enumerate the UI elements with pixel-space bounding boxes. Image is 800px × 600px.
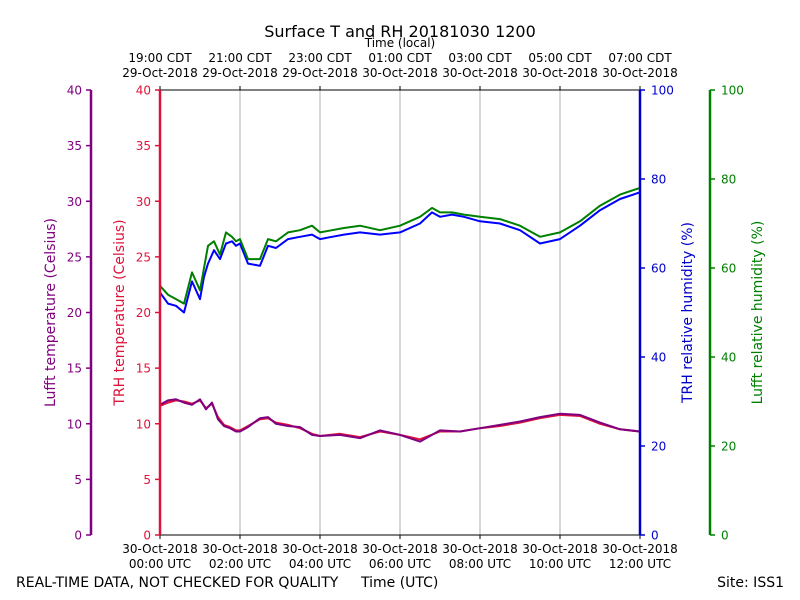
lufft-temperature-tick-label: 30: [67, 195, 82, 209]
series-line-trh-rh: [159, 191, 641, 314]
x-tick-label-local-time: 21:00 CDT: [208, 51, 272, 65]
x-tick-label-utc-date: 30-Oct-2018: [442, 542, 518, 556]
lufft-temperature-tick-label: 20: [67, 306, 82, 320]
x-tick-label-local-date: 30-Oct-2018: [362, 66, 438, 80]
chart-title: Surface T and RH 20181030 1200: [264, 22, 536, 41]
y-axes: 0 5 10 15 20 25 30 35 40 Lufft temperature (Celsi…: [43, 84, 766, 543]
trh-temperature-tick-label: 20: [136, 306, 151, 320]
x-tick-label-utc-date: 30-Oct-2018: [122, 542, 198, 556]
x-tick-label-utc-time: 06:00 UTC: [369, 557, 431, 571]
x-tick-label-local-time: 23:00 CDT: [288, 51, 352, 65]
x-tick-label-utc-time: 04:00 UTC: [289, 557, 351, 571]
trh-temperature-tick-label: 15: [136, 362, 151, 376]
x-tick-label-local-time: 07:00 CDT: [608, 51, 672, 65]
grid-lines: [239, 90, 561, 535]
x-tick-label-utc-time: 10:00 UTC: [529, 557, 591, 571]
site-label: Site: ISS1: [717, 575, 784, 591]
trh-humidity-tick-label: 20: [651, 440, 666, 454]
x-tick-label-utc-date: 30-Oct-2018: [522, 542, 598, 556]
trh-temperature-tick-label: 25: [136, 250, 151, 264]
x-tick-label-utc-time: 08:00 UTC: [449, 557, 511, 571]
lufft-temperature-axis-label: Lufft temperature (Celsius): [43, 218, 59, 407]
quality-note: REAL-TIME DATA, NOT CHECKED FOR QUALITY: [16, 575, 339, 591]
x-tick-label-local-time: 05:00 CDT: [528, 51, 592, 65]
lufft-temperature-tick-label: 40: [67, 84, 82, 98]
lufft-humidity-tick-label: 80: [721, 173, 736, 187]
x-tick-label-local-date: 30-Oct-2018: [522, 66, 598, 80]
series-lines: [159, 186, 641, 443]
x-tick-label-utc-time: 02:00 UTC: [209, 557, 271, 571]
x-tick-label-utc-time: 12:00 UTC: [609, 557, 671, 571]
lufft-humidity-tick-label: 40: [721, 351, 736, 365]
trh-temperature-tick-label: 0: [143, 529, 151, 543]
lufft-temperature-tick-label: 35: [67, 139, 82, 153]
x-tick-label-local-time: 03:00 CDT: [448, 51, 512, 65]
lufft-temperature-tick-label: 10: [67, 417, 82, 431]
trh-temperature-tick-label: 5: [143, 473, 151, 487]
lufft-humidity-tick-label: 20: [721, 440, 736, 454]
lufft-humidity-tick-label: 0: [721, 529, 729, 543]
trh-humidity-tick-label: 0: [651, 529, 659, 543]
x-tick-label-utc-date: 30-Oct-2018: [602, 542, 678, 556]
x-tick-label-utc-date: 30-Oct-2018: [282, 542, 358, 556]
x-tick-label-local-date: 30-Oct-2018: [602, 66, 678, 80]
lufft-temperature-tick-label: 0: [74, 529, 82, 543]
lufft-humidity-axis-label: Lufft relative humidity (%): [750, 221, 766, 405]
trh-humidity-tick-label: 40: [651, 351, 666, 365]
x-tick-label-local-time: 01:00 CDT: [368, 51, 432, 65]
trh-humidity-tick-label: 100: [651, 84, 674, 98]
x-tick-label-local-date: 29-Oct-2018: [282, 66, 358, 80]
lufft-humidity-tick-label: 100: [721, 84, 744, 98]
lufft-temperature-tick-label: 25: [67, 250, 82, 264]
x-tick-label-local-date: 29-Oct-2018: [122, 66, 198, 80]
lufft-humidity-tick-label: 60: [721, 262, 736, 276]
x-tick-label-local-time: 19:00 CDT: [128, 51, 192, 65]
x-axis-label: Time (UTC): [361, 575, 439, 591]
trh-humidity-axis-label: TRH relative humidity (%): [680, 222, 696, 404]
x-tick-label-utc-date: 30-Oct-2018: [362, 542, 438, 556]
trh-temperature-axis-label: TRH temperature (Celsius): [112, 219, 128, 406]
trh-temperature-tick-label: 35: [136, 139, 151, 153]
lufft-temperature-tick-label: 15: [67, 362, 82, 376]
trh-temperature-tick-label: 30: [136, 195, 151, 209]
trh-temperature-tick-label: 40: [136, 84, 151, 98]
series-line-lufft-temp: [159, 398, 641, 443]
trh-humidity-tick-label: 80: [651, 173, 666, 187]
trh-humidity-tick-label: 60: [651, 262, 666, 276]
x-tick-label-local-date: 29-Oct-2018: [202, 66, 278, 80]
trh-temperature-tick-label: 10: [136, 417, 151, 431]
x-tick-label-utc-date: 30-Oct-2018: [202, 542, 278, 556]
x-tick-label-local-date: 30-Oct-2018: [442, 66, 518, 80]
top-axis-label: Time (local): [364, 36, 436, 50]
lufft-temperature-tick-label: 5: [74, 473, 82, 487]
x-tick-label-utc-time: 00:00 UTC: [129, 557, 191, 571]
series-line-lufft-rh: [159, 186, 641, 305]
